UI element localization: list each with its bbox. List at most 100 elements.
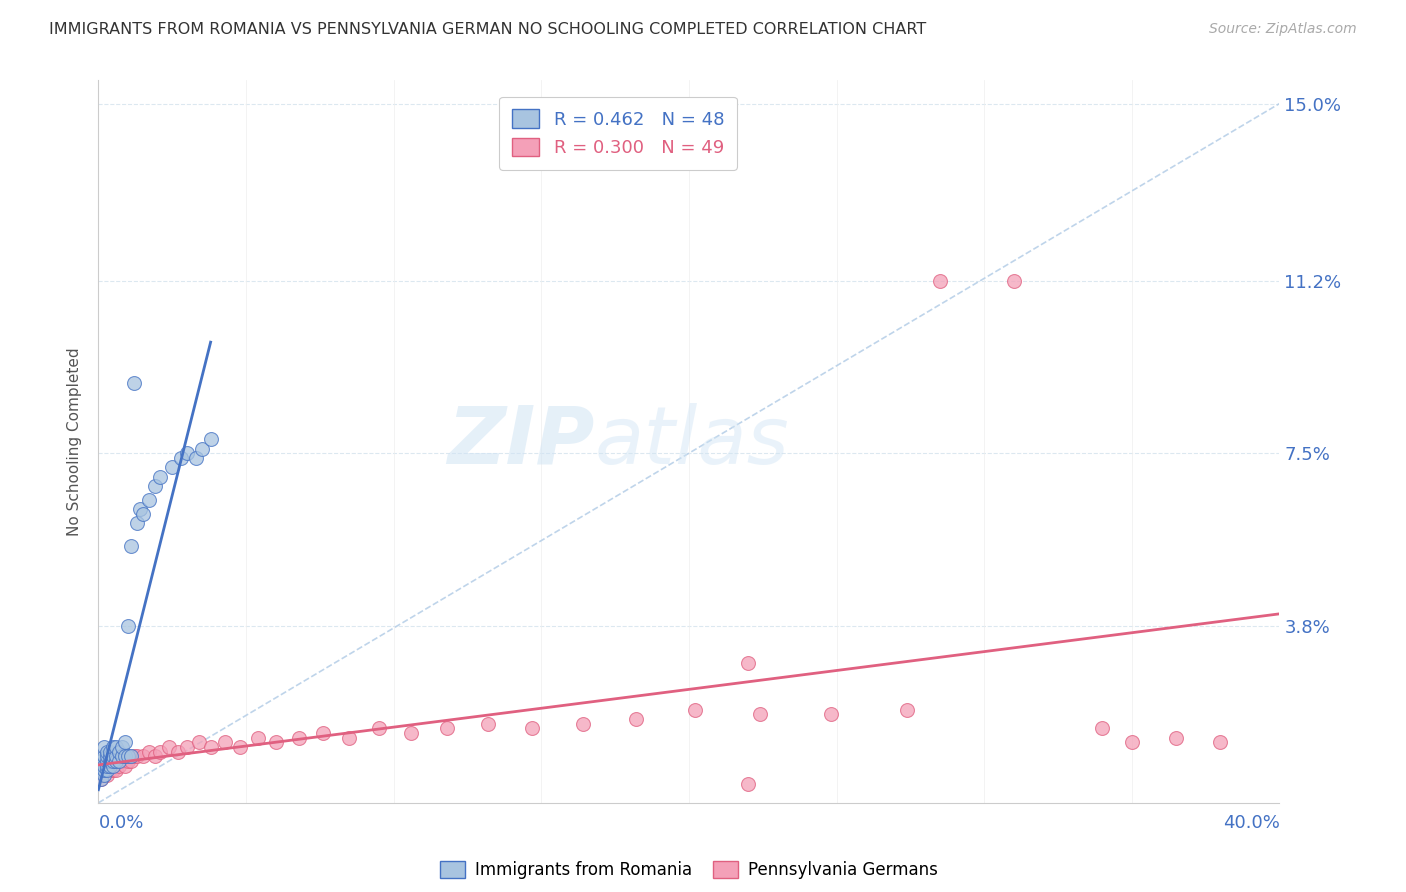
Text: atlas: atlas (595, 402, 789, 481)
Point (96, 758, 118, 772)
Point (820, 707, 842, 722)
Point (522, 721, 544, 735)
Point (96, 749, 118, 764)
Point (200, 432, 222, 446)
Point (229, 739, 252, 754)
Point (167, 745, 190, 759)
Legend: Immigrants from Romania, Pennsylvania Germans: Immigrants from Romania, Pennsylvania Ge… (434, 855, 943, 886)
Point (103, 758, 125, 772)
Point (117, 754, 139, 768)
Point (93, 768, 115, 782)
Point (111, 749, 134, 764)
Point (96, 768, 118, 782)
Point (90, 772, 112, 787)
Point (264, 735, 287, 749)
Point (103, 739, 125, 754)
Point (176, 446, 198, 460)
Point (138, 492, 160, 507)
Point (93, 768, 115, 782)
Point (125, 749, 148, 764)
Point (108, 745, 131, 759)
Point (108, 758, 131, 772)
Point (748, 707, 770, 722)
Point (111, 754, 134, 768)
Point (132, 507, 155, 521)
Point (170, 450, 193, 465)
Point (339, 731, 361, 745)
Point (105, 763, 128, 777)
Point (132, 749, 155, 764)
Text: Source: ZipAtlas.com: Source: ZipAtlas.com (1209, 22, 1357, 37)
Point (114, 749, 136, 764)
Point (120, 540, 142, 554)
Point (1091, 721, 1114, 735)
Point (117, 749, 139, 764)
Point (1166, 731, 1188, 745)
Point (90, 754, 112, 768)
Point (105, 754, 128, 768)
Text: 40.0%: 40.0% (1223, 814, 1279, 831)
Point (90, 772, 112, 787)
Point (96, 763, 118, 777)
Point (368, 721, 391, 735)
Point (93, 749, 115, 764)
Point (90, 763, 112, 777)
Point (436, 721, 458, 735)
Point (191, 442, 214, 456)
Point (98, 745, 121, 759)
Point (96, 754, 118, 768)
Point (143, 749, 166, 764)
Point (103, 749, 125, 764)
Point (128, 502, 150, 516)
Point (162, 460, 183, 475)
Point (96, 745, 118, 759)
Point (288, 731, 311, 745)
Point (401, 726, 423, 740)
Point (122, 749, 145, 764)
Point (683, 702, 706, 716)
Point (108, 754, 131, 768)
Point (896, 702, 918, 716)
Point (184, 450, 207, 465)
Point (93, 739, 115, 754)
Point (477, 716, 499, 731)
Y-axis label: No Schooling Completed: No Schooling Completed (67, 347, 83, 536)
Point (105, 739, 128, 754)
Point (111, 739, 134, 754)
Point (200, 739, 222, 754)
Point (1121, 735, 1143, 749)
Point (624, 712, 647, 726)
Point (125, 516, 148, 530)
Point (1002, 274, 1025, 288)
Point (149, 745, 172, 759)
Point (120, 754, 142, 768)
Point (114, 758, 136, 772)
Point (98, 763, 121, 777)
Point (93, 758, 115, 772)
Point (737, 656, 759, 670)
Point (90, 758, 112, 772)
Point (122, 376, 145, 391)
Point (246, 731, 269, 745)
Point (187, 735, 209, 749)
Text: IMMIGRANTS FROM ROMANIA VS PENNSYLVANIA GERMAN NO SCHOOLING COMPLETED CORRELATIO: IMMIGRANTS FROM ROMANIA VS PENNSYLVANIA … (49, 22, 927, 37)
Point (103, 763, 125, 777)
Point (105, 749, 128, 764)
Text: 0.0%: 0.0% (98, 814, 143, 831)
Point (737, 777, 759, 791)
Point (1209, 735, 1232, 749)
Point (312, 726, 335, 740)
Point (98, 754, 121, 768)
Point (117, 618, 139, 632)
Point (149, 469, 172, 483)
Text: ZIP: ZIP (447, 402, 595, 481)
Point (103, 758, 125, 772)
Point (138, 745, 160, 759)
Point (214, 735, 236, 749)
Point (571, 716, 593, 731)
Point (98, 749, 121, 764)
Point (143, 479, 166, 493)
Point (176, 739, 198, 754)
Point (103, 754, 125, 768)
Point (157, 739, 180, 754)
